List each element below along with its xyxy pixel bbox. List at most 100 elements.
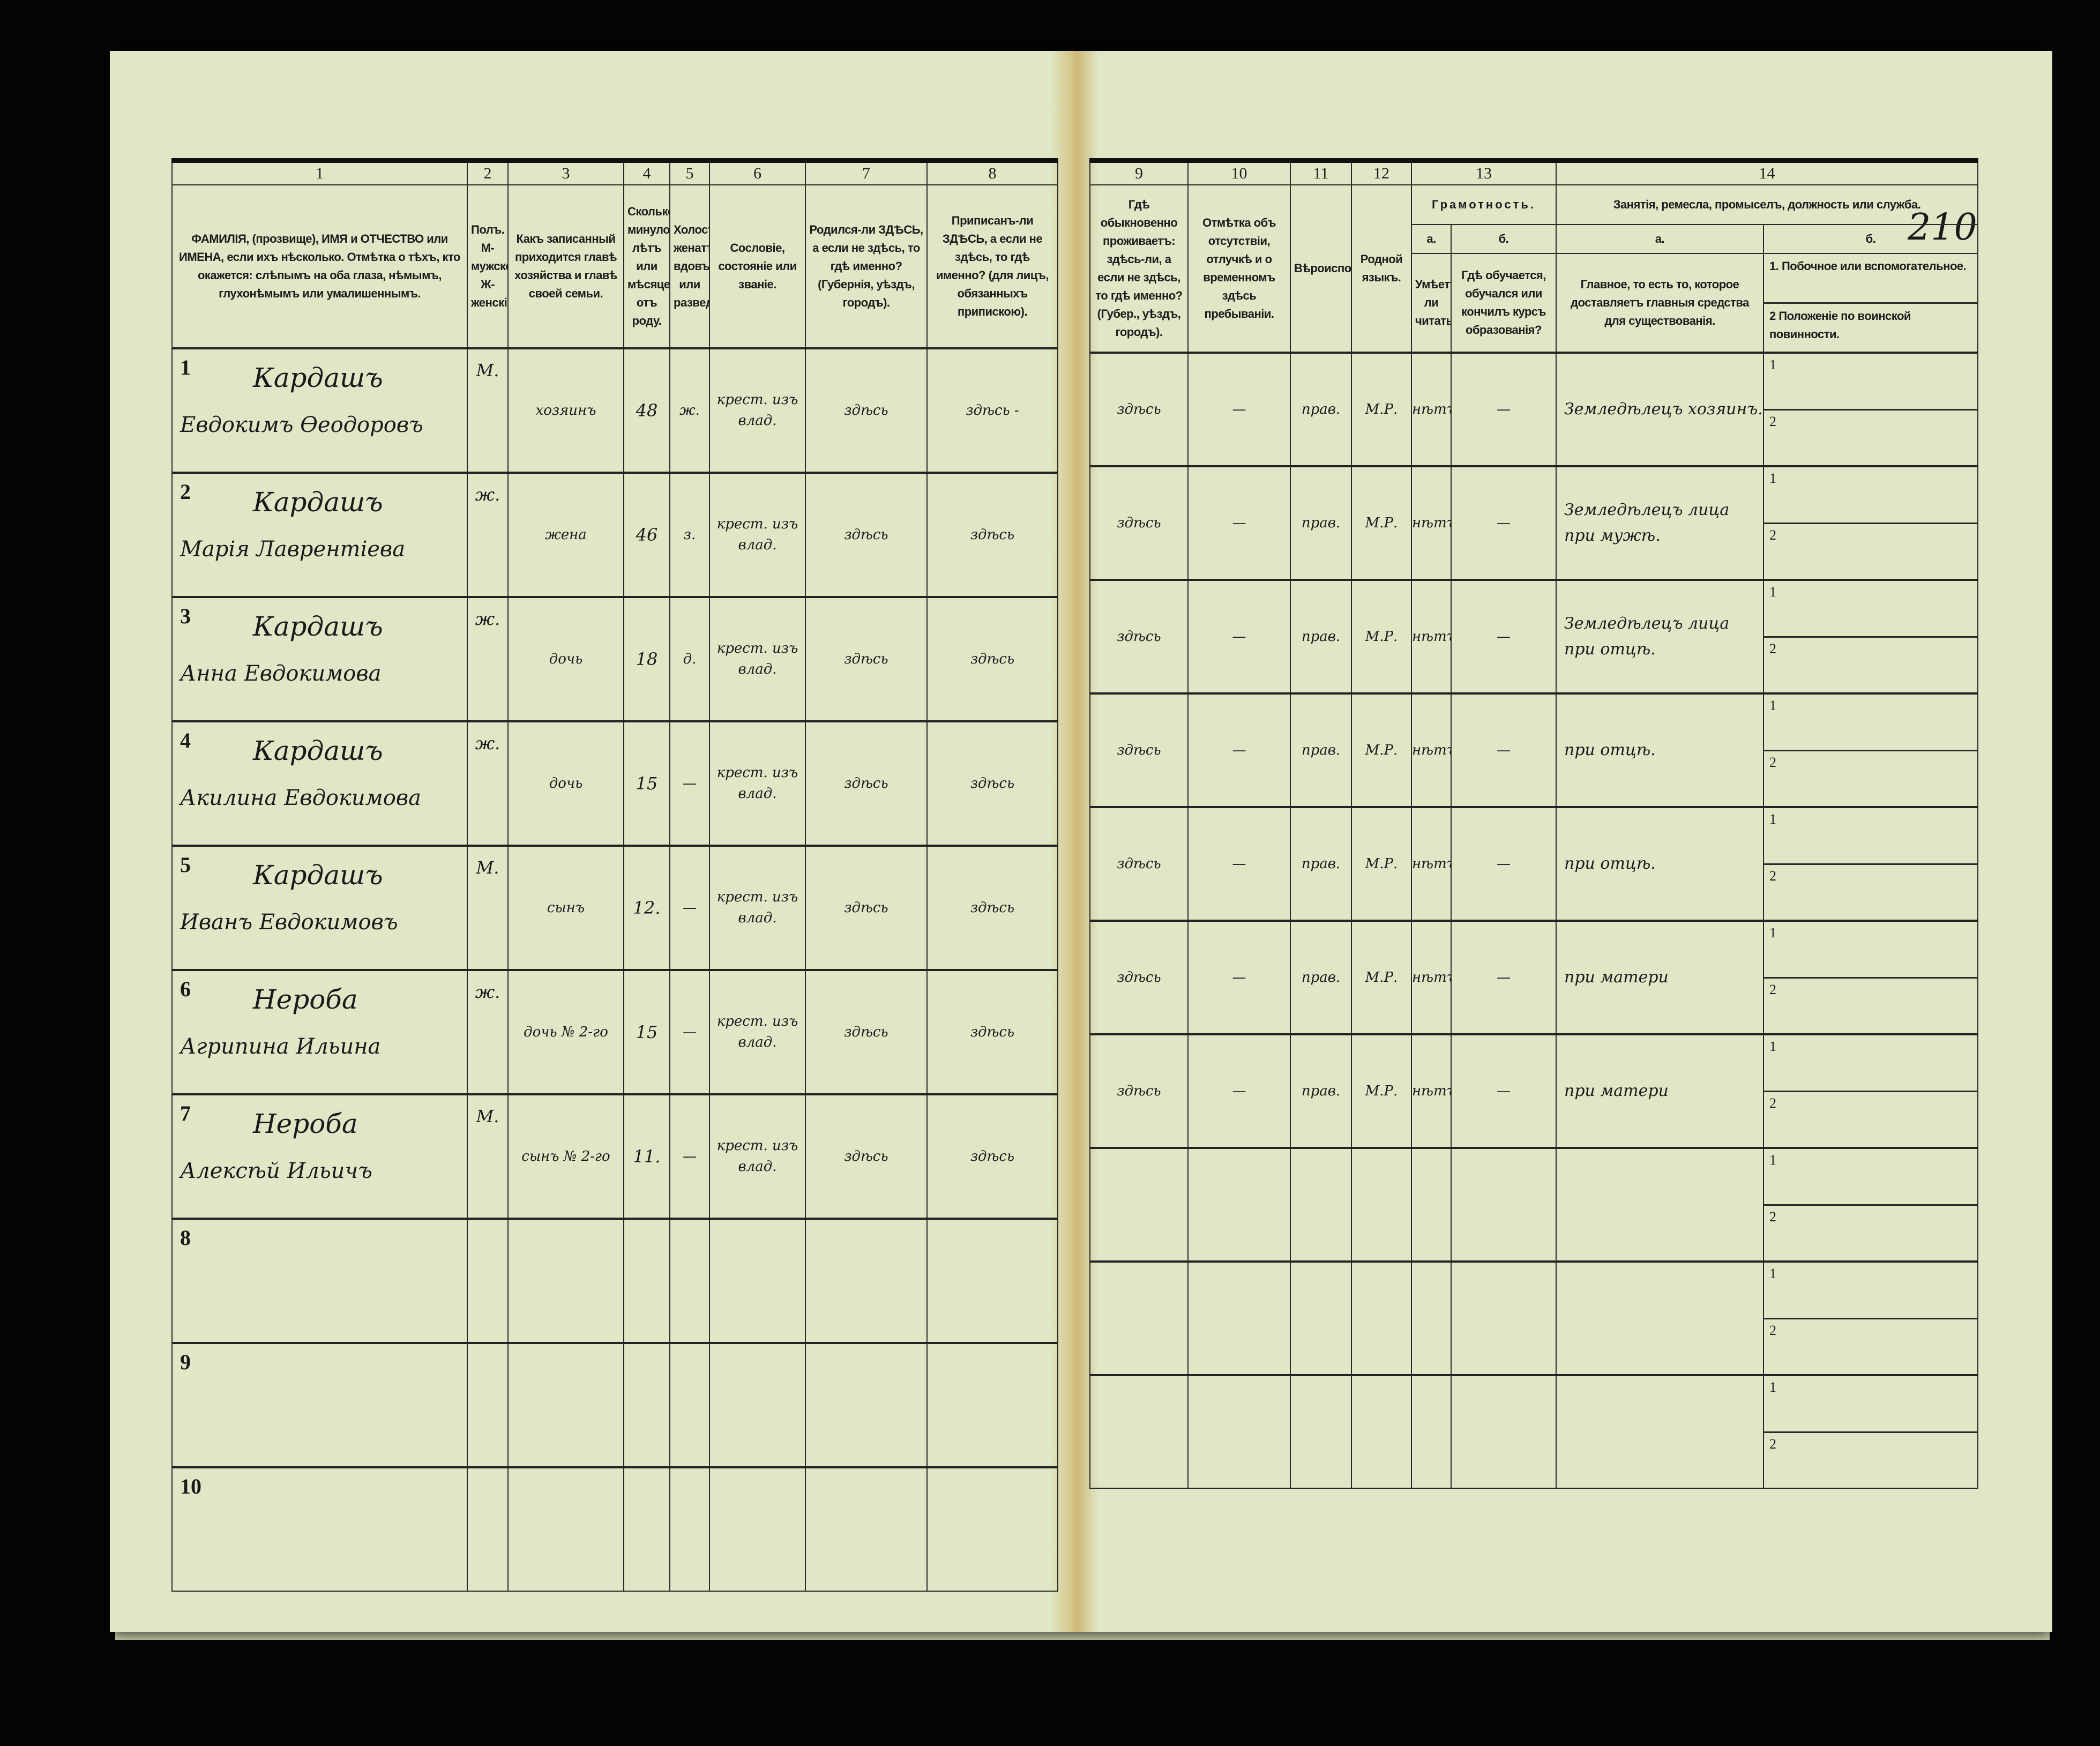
main-occupation: при отцѣ. (1556, 692, 1764, 808)
row-number: 10 (180, 1474, 201, 1498)
relation: хозяинъ (507, 347, 624, 473)
side-occupation-cell: 1 2 (1763, 1260, 1978, 1376)
estate: крест. изъ влад. (709, 596, 806, 722)
education: — (1451, 579, 1557, 694)
side-occupation-cell: 1 2 (1763, 465, 1978, 580)
surname: Нероба (253, 984, 358, 1015)
native-language (1351, 1374, 1412, 1489)
header-occupation: Занятія, ремесла, промыселъ, должность и… (1556, 184, 1978, 225)
header-col-4: Сколько минуло лѣтъ или мѣсяцевъ отъ род… (623, 184, 670, 349)
native-language (1351, 1260, 1412, 1376)
can-read (1411, 1147, 1452, 1262)
table-row: здѣсь — прав. М.Р. нѣтъ — Земледѣлецъ ли… (1089, 579, 1978, 694)
marital-status (669, 1342, 710, 1468)
name-cell: 1 Кардашъ Евдокимъ Өеодоровъ (171, 347, 468, 473)
side-occupation-1: 1 (1769, 1266, 1776, 1281)
age: 11. (623, 1093, 670, 1219)
religion: прав. (1290, 352, 1352, 467)
registration: здѣсь (926, 720, 1058, 846)
header-col-1: ФАМИЛІЯ, (прозвище), ИМЯ и ОТЧЕСТВО или … (171, 184, 468, 349)
header-col-3: Какъ записанный приходится главѣ хозяйст… (507, 184, 624, 349)
age: 48 (623, 347, 670, 473)
header-absence: Отмѣтка объ отсутствіи, отлучкѣ и о врем… (1187, 184, 1291, 353)
col-num-3: 3 (507, 158, 624, 185)
side-occupation-cell: 1 2 (1763, 579, 1978, 694)
estate: крест. изъ влад. (709, 845, 806, 971)
birthplace (805, 1466, 928, 1592)
can-read (1411, 1374, 1452, 1489)
name-cell: 4 Кардашъ Акилина Евдокимова (171, 720, 468, 846)
table-row: 2 Кардашъ Марія Лаврентіева ж. жена 46 з… (171, 472, 1058, 598)
table-row: здѣсь — прав. М.Р. нѣтъ — Земледѣлецъ хо… (1089, 352, 1978, 467)
header-literacy-a-label: а. (1411, 224, 1452, 254)
native-language: М.Р. (1351, 806, 1412, 921)
col-num-4: 4 (623, 158, 670, 185)
header-col-8: Приписанъ-ли ЗДѢСЬ, а если не здѣсь, то … (926, 184, 1058, 349)
table-row: 10 (171, 1466, 1058, 1592)
name-cell: 5 Кардашъ Иванъ Евдокимовъ (171, 845, 468, 971)
can-read: нѣтъ (1411, 806, 1452, 921)
surname: Кардашъ (253, 487, 383, 518)
side-occupation-cell: 1 2 (1763, 920, 1978, 1035)
can-read: нѣтъ (1411, 465, 1452, 580)
native-language: М.Р. (1351, 920, 1412, 1035)
residence: здѣсь (1089, 692, 1189, 808)
header-can-read: Умѣетъ-ли читать? (1411, 253, 1452, 353)
absence (1187, 1374, 1291, 1489)
side-occupation-1: 1 (1769, 1379, 1776, 1395)
military-status-2: 2 (1765, 1204, 1977, 1261)
native-language: М.Р. (1351, 1033, 1412, 1148)
religion (1290, 1147, 1352, 1262)
marital-status (669, 1218, 710, 1344)
given-name: Агрипина Ильина (180, 1034, 381, 1059)
given-name: Марія Лаврентіева (180, 537, 406, 562)
sex (467, 1466, 509, 1592)
col-num-7: 7 (805, 158, 928, 185)
side-occupation-1: 1 (1769, 925, 1776, 941)
registration: здѣсь (926, 472, 1058, 598)
row-number: 5 (180, 853, 191, 877)
main-occupation (1556, 1260, 1764, 1376)
absence (1187, 1260, 1291, 1376)
surname: Кардашъ (253, 735, 383, 766)
education: — (1451, 920, 1557, 1035)
side-occupation-1: 1 (1769, 471, 1776, 486)
religion (1290, 1260, 1352, 1376)
header-occupation-a-label: а. (1556, 224, 1764, 254)
native-language: М.Р. (1351, 465, 1412, 580)
estate: крест. изъ влад. (709, 720, 806, 846)
military-status-2: 2 (1765, 1090, 1977, 1147)
surname: Нероба (253, 1108, 358, 1139)
education: — (1451, 806, 1557, 921)
row-number: 4 (180, 728, 191, 752)
surname: Кардашъ (253, 611, 383, 642)
table-row: здѣсь — прав. М.Р. нѣтъ — Земледѣлецъ ли… (1089, 465, 1978, 580)
header-literacy-b-label: б. (1451, 224, 1557, 254)
header-religion: Вѣроисповѣданіе. (1290, 184, 1352, 353)
age: 15 (623, 720, 670, 846)
col-num-11: 11 (1290, 158, 1352, 185)
sex: ж. (467, 472, 509, 598)
military-status-2: 2 (1765, 636, 1977, 693)
side-occupation-cell: 1 2 (1763, 1374, 1978, 1489)
surname: Кардашъ (253, 362, 383, 393)
education: — (1451, 352, 1557, 467)
absence: — (1187, 352, 1291, 467)
side-occupation-cell: 1 2 (1763, 806, 1978, 921)
col-num-12: 12 (1351, 158, 1412, 185)
absence: — (1187, 806, 1291, 921)
age (623, 1218, 670, 1344)
sex: ж. (467, 969, 509, 1095)
native-language: М.Р. (1351, 352, 1412, 467)
relation (507, 1342, 624, 1468)
military-status-2: 2 (1765, 749, 1977, 807)
can-read: нѣтъ (1411, 920, 1452, 1035)
relation: дочь (507, 720, 624, 846)
name-cell: 3 Кардашъ Анна Евдокимова (171, 596, 468, 722)
military-status-2: 2 (1765, 976, 1977, 1034)
main-occupation: Земледѣлецъ лица при отцѣ. (1556, 579, 1764, 694)
side-occupation-cell: 1 2 (1763, 1147, 1978, 1262)
birthplace: здѣсь (805, 969, 928, 1095)
main-occupation: при матери (1556, 1033, 1764, 1148)
military-status-2: 2 (1765, 863, 1977, 920)
